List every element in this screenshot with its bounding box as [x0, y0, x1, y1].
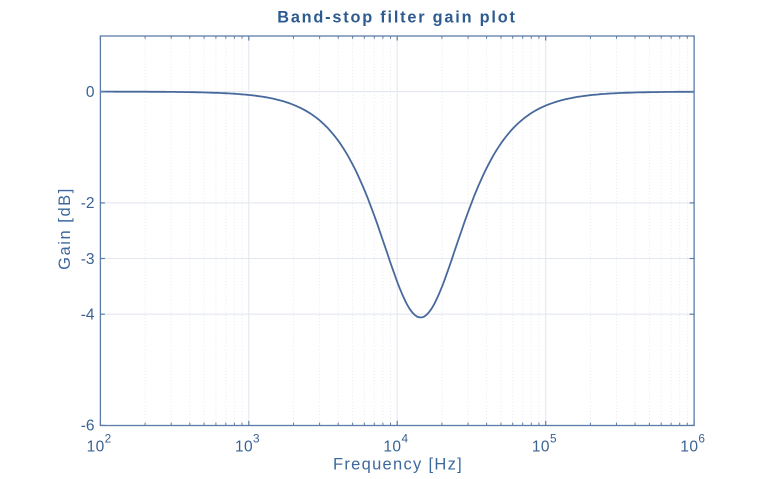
svg-text:Band-stop filter gain plot: Band-stop filter gain plot	[277, 9, 516, 27]
svg-text:-2: -2	[81, 195, 95, 212]
svg-text:-6: -6	[81, 418, 95, 435]
svg-text:-4: -4	[81, 307, 95, 324]
svg-text:0: 0	[86, 84, 95, 101]
svg-text:-3: -3	[81, 251, 95, 268]
svg-text:Gain [dB]: Gain [dB]	[56, 187, 74, 270]
svg-text:Frequency [Hz]: Frequency [Hz]	[333, 456, 463, 474]
